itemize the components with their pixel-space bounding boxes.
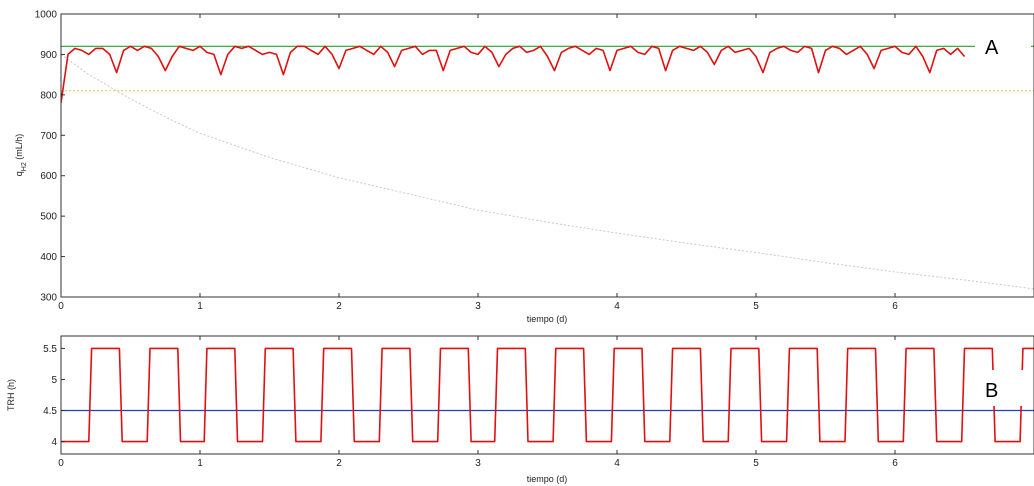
panel-a-xtick-label: 3 — [475, 301, 481, 312]
panel-b-xticks: 0 1 2 3 4 5 6 — [58, 336, 898, 469]
panel-b-ytick-label: 4.5 — [43, 406, 57, 417]
panel-a-ytick-label: 1000 — [35, 10, 58, 21]
panel-b-xtick-label: 0 — [58, 458, 64, 469]
panel-a-ytick-label: 300 — [40, 293, 57, 304]
panel-a-ylabel-sub: H2 — [21, 162, 28, 171]
panel-a-yticks: 300 400 500 600 700 800 900 1000 — [35, 10, 65, 304]
panel-a-plot — [61, 45, 1034, 290]
panel-a-ytick-label: 700 — [40, 131, 57, 142]
panel-b-ytick-label: 4 — [51, 437, 57, 448]
panel-b-label: B — [985, 380, 998, 402]
panel-b-xtick-label: 4 — [614, 458, 620, 469]
panel-a-ytick-label: 800 — [40, 90, 57, 101]
panel-b-xlabel: tiempo (d) — [527, 474, 568, 484]
panel-a-frame — [60, 13, 1034, 298]
panel-a-xtick-label: 2 — [336, 301, 342, 312]
panel-a-xticks: 0 1 2 3 4 5 6 — [58, 14, 898, 312]
panel-a-xtick-label: 0 — [58, 301, 64, 312]
panel-b-label-box — [975, 370, 1031, 406]
panel-b-ytick-label: 5 — [51, 375, 57, 386]
panel-a-label: A — [985, 37, 999, 59]
panel-a-ylabel-unit: (mL/h) — [14, 134, 24, 163]
panel-a-xtick-label: 4 — [614, 301, 620, 312]
panel-b-plot — [61, 347, 1034, 443]
panel-a-series-model — [61, 45, 966, 104]
panel-b-frame — [60, 335, 1034, 455]
panel-b-xtick-label: 6 — [892, 458, 898, 469]
panel-a-ylabel: qH2 (mL/h) — [14, 134, 28, 176]
panel-a-ytick-label: 500 — [40, 212, 57, 223]
panel-b-yticks: 4 4.5 5 5.5 — [43, 344, 65, 448]
panel-a-series-decay — [61, 53, 1034, 290]
panel-b-xtick-label: 3 — [475, 458, 481, 469]
panel-a-xtick-label: 6 — [892, 301, 898, 312]
panel-a-xlabel: tiempo (d) — [527, 314, 568, 324]
panel-a-ytick-label: 400 — [40, 252, 57, 263]
panel-b-series-trh — [61, 347, 1034, 443]
panel-b-ylabel: TRH (h) — [6, 379, 16, 411]
panel-b-ytick-label: 5.5 — [43, 344, 57, 355]
panel-a-xtick-label: 1 — [197, 301, 203, 312]
panel-a: 0 1 2 3 4 5 6 300 400 500 600 700 800 900 1000 tiempo… — [14, 10, 1034, 324]
panel-b-xtick-label: 5 — [753, 458, 759, 469]
panel-a-ylabel-q: q — [14, 171, 24, 176]
panel-a-ytick-label: 600 — [40, 171, 57, 182]
panel-a-label-box — [975, 28, 1031, 64]
panel-b-xtick-label: 2 — [336, 458, 342, 469]
panel-b-xtick-label: 1 — [197, 458, 203, 469]
panel-b: 0 1 2 3 4 5 6 4 4.5 5 5.5 tiempo (d) TRH (h) B — [6, 335, 1034, 484]
panel-a-xtick-label: 5 — [753, 301, 759, 312]
panel-a-ytick-label: 900 — [40, 50, 57, 61]
